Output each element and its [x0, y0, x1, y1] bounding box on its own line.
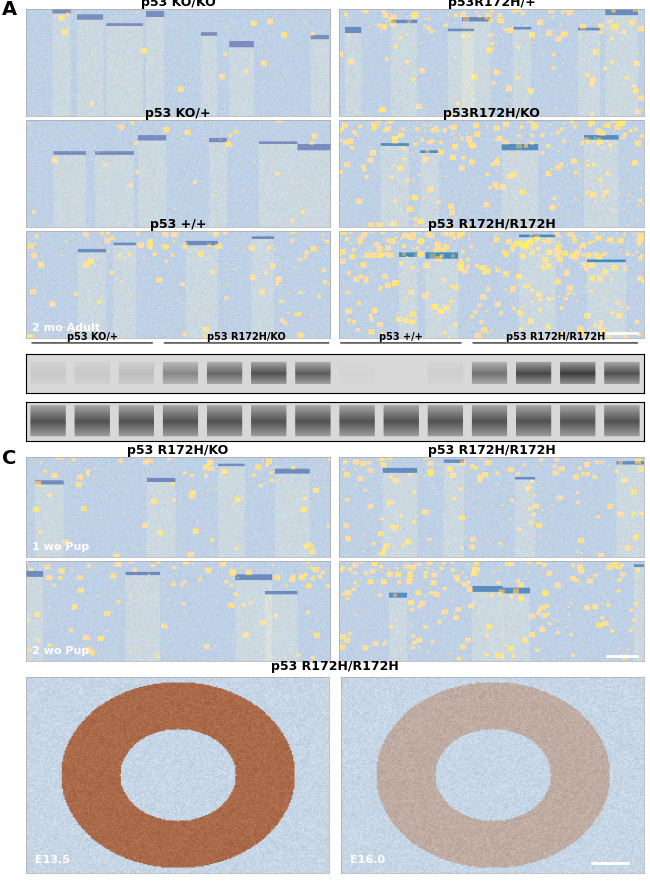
Text: E13.5: E13.5 [35, 856, 70, 865]
Title: p53 +/+: p53 +/+ [150, 218, 206, 231]
Title: p53 KO/KO: p53 KO/KO [140, 0, 215, 9]
Text: A: A [2, 0, 17, 19]
Text: 2 mo Adult: 2 mo Adult [32, 323, 100, 333]
Text: 1 wo Pup: 1 wo Pup [32, 542, 89, 552]
Text: E16.0: E16.0 [350, 856, 385, 865]
Title: p53 R172H/R172H: p53 R172H/R172H [428, 218, 555, 231]
Text: p53 R172H/KO: p53 R172H/KO [207, 332, 286, 342]
Text: p53 R172H/R172H: p53 R172H/R172H [271, 660, 398, 673]
Text: p53 +/+: p53 +/+ [379, 332, 422, 342]
Title: p53R172H/KO: p53R172H/KO [443, 107, 540, 120]
Text: C: C [2, 449, 16, 468]
Title: p53R172H/+: p53R172H/+ [448, 0, 536, 9]
Text: p53 KO/+: p53 KO/+ [67, 332, 118, 342]
Title: p53 R172H/R172H: p53 R172H/R172H [428, 444, 555, 457]
Text: 2 wo Pup: 2 wo Pup [32, 646, 89, 656]
Title: p53 R172H/KO: p53 R172H/KO [127, 444, 229, 457]
Text: p53 R172H/R172H: p53 R172H/R172H [506, 332, 605, 342]
Title: p53 KO/+: p53 KO/+ [146, 107, 211, 120]
